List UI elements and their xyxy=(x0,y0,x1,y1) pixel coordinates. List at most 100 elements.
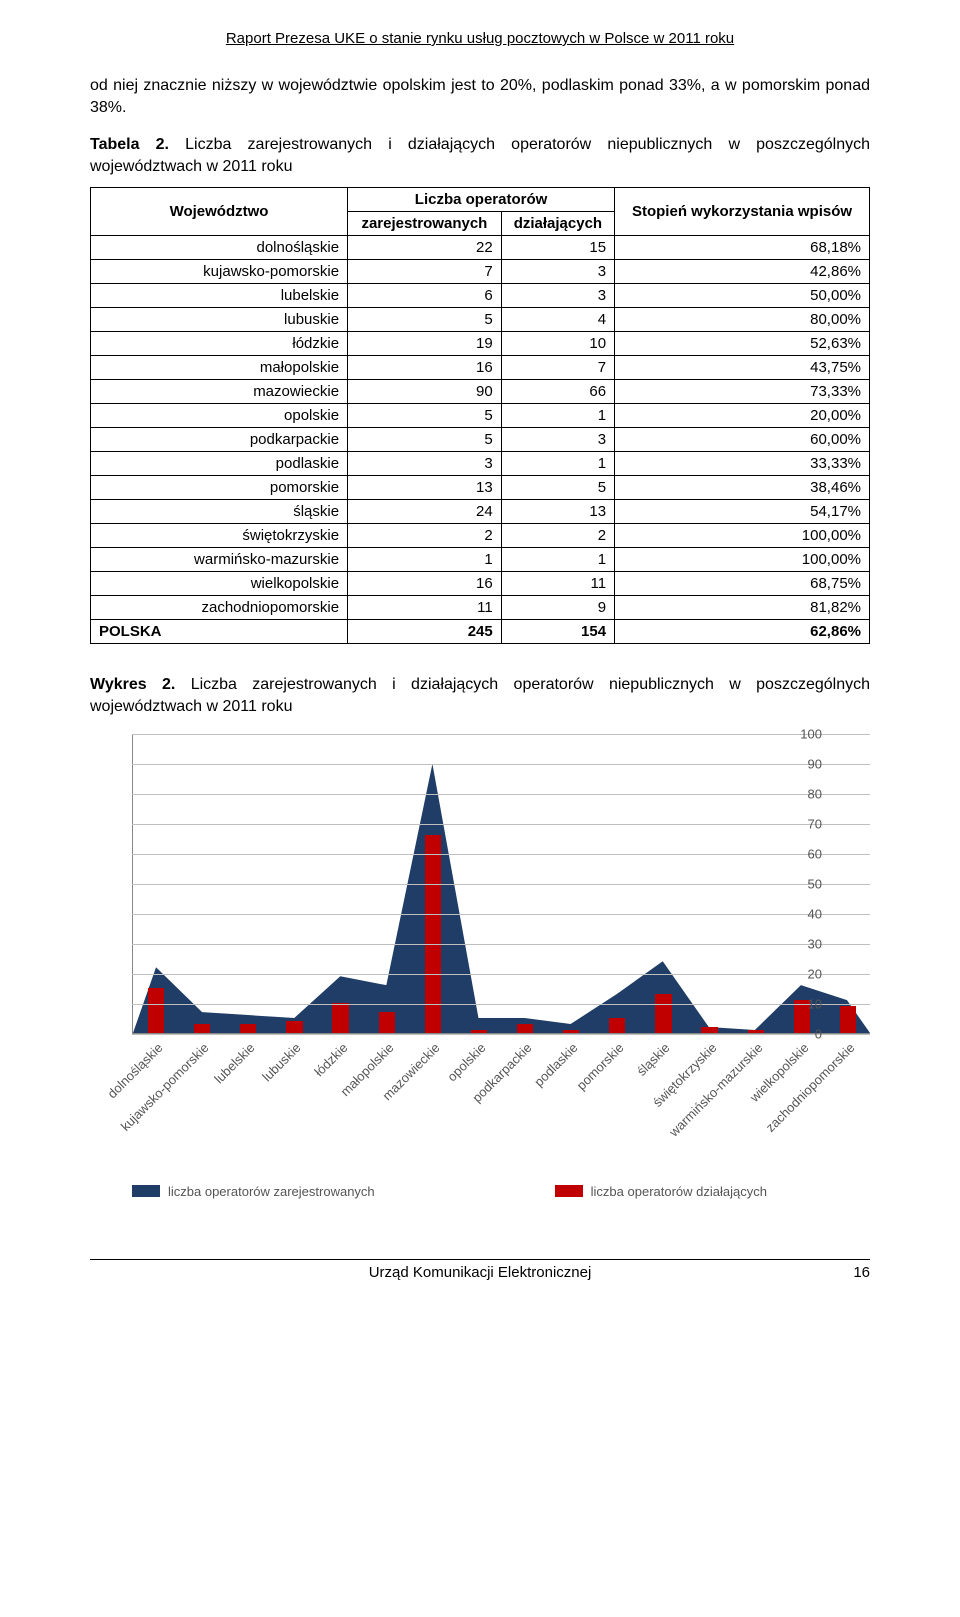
th-dzialajacych: działających xyxy=(501,212,614,236)
cell-act: 13 xyxy=(501,500,614,524)
cell-act: 3 xyxy=(501,284,614,308)
bar xyxy=(240,1024,256,1033)
cell-pct: 20,00% xyxy=(615,404,870,428)
x-axis-label: lubelskie xyxy=(212,1040,258,1086)
y-axis-label: 20 xyxy=(782,966,822,981)
th-wojewodztwo: Województwo xyxy=(91,188,348,236)
cell-pct: 43,75% xyxy=(615,356,870,380)
table-row: dolnośląskie221568,18% xyxy=(91,236,870,260)
intro-paragraph: od niej znacznie niższy w województwie o… xyxy=(90,75,870,118)
cell-woj: warmińsko-mazurskie xyxy=(91,548,348,572)
chart-legend: liczba operatorów zarejestrowanych liczb… xyxy=(132,1184,870,1199)
cell-reg: 16 xyxy=(348,572,502,596)
legend-item-area: liczba operatorów zarejestrowanych xyxy=(132,1184,375,1199)
cell-reg: 11 xyxy=(348,596,502,620)
y-axis-label: 10 xyxy=(782,996,822,1011)
cell-act: 5 xyxy=(501,476,614,500)
y-axis-label: 90 xyxy=(782,756,822,771)
table-row: podlaskie3133,33% xyxy=(91,452,870,476)
cell-woj: podlaskie xyxy=(91,452,348,476)
bar xyxy=(194,1024,210,1033)
table-row: pomorskie13538,46% xyxy=(91,476,870,500)
x-axis-label: łódzkie xyxy=(311,1040,350,1079)
bar xyxy=(332,1003,348,1033)
operators-table: Województwo Liczba operatorów Stopień wy… xyxy=(90,187,870,644)
cell-reg: 5 xyxy=(348,404,502,428)
legend-label-area: liczba operatorów zarejestrowanych xyxy=(168,1184,375,1199)
table-row: opolskie5120,00% xyxy=(91,404,870,428)
x-axis-label: lubuskie xyxy=(260,1040,304,1084)
table-row: łódzkie191052,63% xyxy=(91,332,870,356)
table-caption: Tabela 2. Liczba zarejestrowanych i dzia… xyxy=(90,134,870,177)
table-row: kujawsko-pomorskie7342,86% xyxy=(91,260,870,284)
cell-reg: 24 xyxy=(348,500,502,524)
cell-woj: kujawsko-pomorskie xyxy=(91,260,348,284)
cell-reg: 16 xyxy=(348,356,502,380)
chart-caption-label: Wykres 2. xyxy=(90,676,175,693)
cell-pct: 52,63% xyxy=(615,332,870,356)
y-axis-label: 100 xyxy=(782,726,822,741)
cell-woj: zachodniopomorskie xyxy=(91,596,348,620)
cell-act: 1 xyxy=(501,404,614,428)
bar xyxy=(471,1030,487,1033)
x-axis-label: opolskie xyxy=(444,1040,488,1084)
cell-act: 3 xyxy=(501,260,614,284)
bar xyxy=(655,994,671,1033)
y-axis-label: 40 xyxy=(782,906,822,921)
cell-act: 11 xyxy=(501,572,614,596)
table-total-row: POLSKA24515462,86% xyxy=(91,620,870,644)
legend-item-bar: liczba operatorów działających xyxy=(555,1184,767,1199)
cell-pct: 60,00% xyxy=(615,428,870,452)
cell-woj: łódzkie xyxy=(91,332,348,356)
cell-act: 10 xyxy=(501,332,614,356)
table-caption-text: Liczba zarejestrowanych i działających o… xyxy=(90,136,870,175)
cell-woj: śląskie xyxy=(91,500,348,524)
bar xyxy=(701,1027,717,1033)
cell-woj: podkarpackie xyxy=(91,428,348,452)
cell-act: 3 xyxy=(501,428,614,452)
cell-reg: 5 xyxy=(348,428,502,452)
cell-reg: 19 xyxy=(348,332,502,356)
table-row: wielkopolskie161168,75% xyxy=(91,572,870,596)
cell-total-act: 154 xyxy=(501,620,614,644)
y-axis-label: 80 xyxy=(782,786,822,801)
cell-total-pct: 62,86% xyxy=(615,620,870,644)
bar xyxy=(563,1030,579,1033)
x-axis-label: zachodniopomorskie xyxy=(763,1040,858,1135)
cell-pct: 54,17% xyxy=(615,500,870,524)
page-footer: Urząd Komunikacji Elektronicznej 16 xyxy=(90,1259,870,1281)
cell-pct: 81,82% xyxy=(615,596,870,620)
table-row: zachodniopomorskie11981,82% xyxy=(91,596,870,620)
cell-reg: 13 xyxy=(348,476,502,500)
th-liczba-group: Liczba operatorów xyxy=(348,188,615,212)
cell-act: 66 xyxy=(501,380,614,404)
x-axis-label: śląskie xyxy=(634,1040,673,1079)
y-axis-label: 70 xyxy=(782,816,822,831)
th-stopien: Stopień wykorzystania wpisów xyxy=(615,188,870,236)
bar xyxy=(748,1030,764,1033)
cell-act: 2 xyxy=(501,524,614,548)
cell-reg: 3 xyxy=(348,452,502,476)
operators-chart: 0102030405060708090100 dolnośląskiekujaw… xyxy=(90,734,870,1199)
page-header: Raport Prezesa UKE o stanie rynku usług … xyxy=(90,30,870,47)
table-row: lubuskie5480,00% xyxy=(91,308,870,332)
cell-woj: mazowieckie xyxy=(91,380,348,404)
cell-pct: 68,75% xyxy=(615,572,870,596)
table-row: małopolskie16743,75% xyxy=(91,356,870,380)
cell-act: 4 xyxy=(501,308,614,332)
cell-pct: 68,18% xyxy=(615,236,870,260)
legend-swatch-bar xyxy=(555,1185,583,1197)
x-axis-label: pomorskie xyxy=(574,1040,627,1093)
cell-reg: 90 xyxy=(348,380,502,404)
cell-total-reg: 245 xyxy=(348,620,502,644)
cell-pct: 50,00% xyxy=(615,284,870,308)
cell-pct: 42,86% xyxy=(615,260,870,284)
cell-woj: małopolskie xyxy=(91,356,348,380)
x-axis-label: kujawsko-pomorskie xyxy=(118,1040,212,1134)
cell-pct: 38,46% xyxy=(615,476,870,500)
cell-reg: 5 xyxy=(348,308,502,332)
bar xyxy=(840,1006,856,1033)
cell-woj: lubelskie xyxy=(91,284,348,308)
chart-caption-text: Liczba zarejestrowanych i działających o… xyxy=(90,676,870,715)
bar xyxy=(379,1012,395,1033)
